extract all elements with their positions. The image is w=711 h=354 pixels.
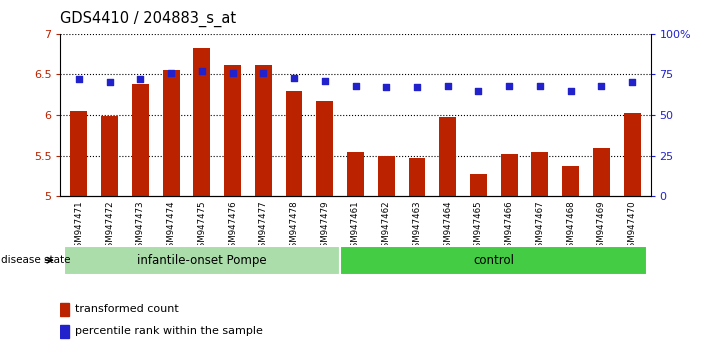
Point [411,85,422,90]
Bar [60,325,69,338]
Text: control: control [474,254,514,267]
FancyBboxPatch shape [340,246,648,275]
Bar [347,152,364,196]
Text: GSM947468: GSM947468 [566,200,575,253]
Text: GSM947471: GSM947471 [75,200,83,253]
Text: GSM947467: GSM947467 [535,200,545,253]
Bar [501,154,518,196]
Text: GSM947469: GSM947469 [597,200,606,253]
Bar [624,113,641,196]
Text: percentile rank within the sample: percentile rank within the sample [75,326,262,336]
Point [289,75,300,80]
Bar [163,70,180,196]
Text: infantile-onset Pompe: infantile-onset Pompe [137,254,267,267]
Point [166,70,177,75]
Text: GSM947472: GSM947472 [105,200,114,253]
Bar [70,111,87,196]
Text: GSM947478: GSM947478 [289,200,299,253]
Text: GSM947477: GSM947477 [259,200,268,253]
Text: GDS4410 / 204883_s_at: GDS4410 / 204883_s_at [60,11,237,27]
Bar [286,91,302,196]
Point [350,83,361,88]
Point [319,78,331,84]
Bar [378,156,395,196]
Text: GSM947473: GSM947473 [136,200,145,253]
Bar [593,148,610,196]
Bar [562,166,579,196]
Text: GSM947461: GSM947461 [351,200,360,253]
Point [596,83,607,88]
Text: GSM947476: GSM947476 [228,200,237,253]
Bar [409,158,425,196]
Point [104,80,115,85]
Bar [255,64,272,196]
Text: GSM947475: GSM947475 [198,200,206,253]
Bar [224,64,241,196]
Point [473,88,484,93]
Text: GSM947479: GSM947479 [320,200,329,253]
Point [626,80,638,85]
Point [257,70,269,75]
Text: transformed count: transformed count [75,304,178,314]
Text: GSM947464: GSM947464 [443,200,452,253]
Point [196,68,208,74]
Text: disease state: disease state [1,255,70,265]
Point [565,88,577,93]
Bar [531,152,548,196]
Bar [193,48,210,196]
Bar [439,118,456,196]
Point [380,85,392,90]
FancyBboxPatch shape [63,246,340,275]
Bar [132,84,149,196]
Bar [470,174,487,196]
Text: GSM947474: GSM947474 [166,200,176,253]
Point [227,70,238,75]
Text: GSM947466: GSM947466 [505,200,513,253]
Point [534,83,545,88]
Text: GSM947463: GSM947463 [412,200,422,253]
Point [73,76,85,82]
Bar [316,101,333,196]
Bar [60,303,69,316]
Point [503,83,515,88]
Text: GSM947470: GSM947470 [628,200,636,253]
Text: GSM947462: GSM947462 [382,200,391,253]
Bar [101,116,118,196]
Point [442,83,454,88]
Point [134,76,146,82]
Text: GSM947465: GSM947465 [474,200,483,253]
